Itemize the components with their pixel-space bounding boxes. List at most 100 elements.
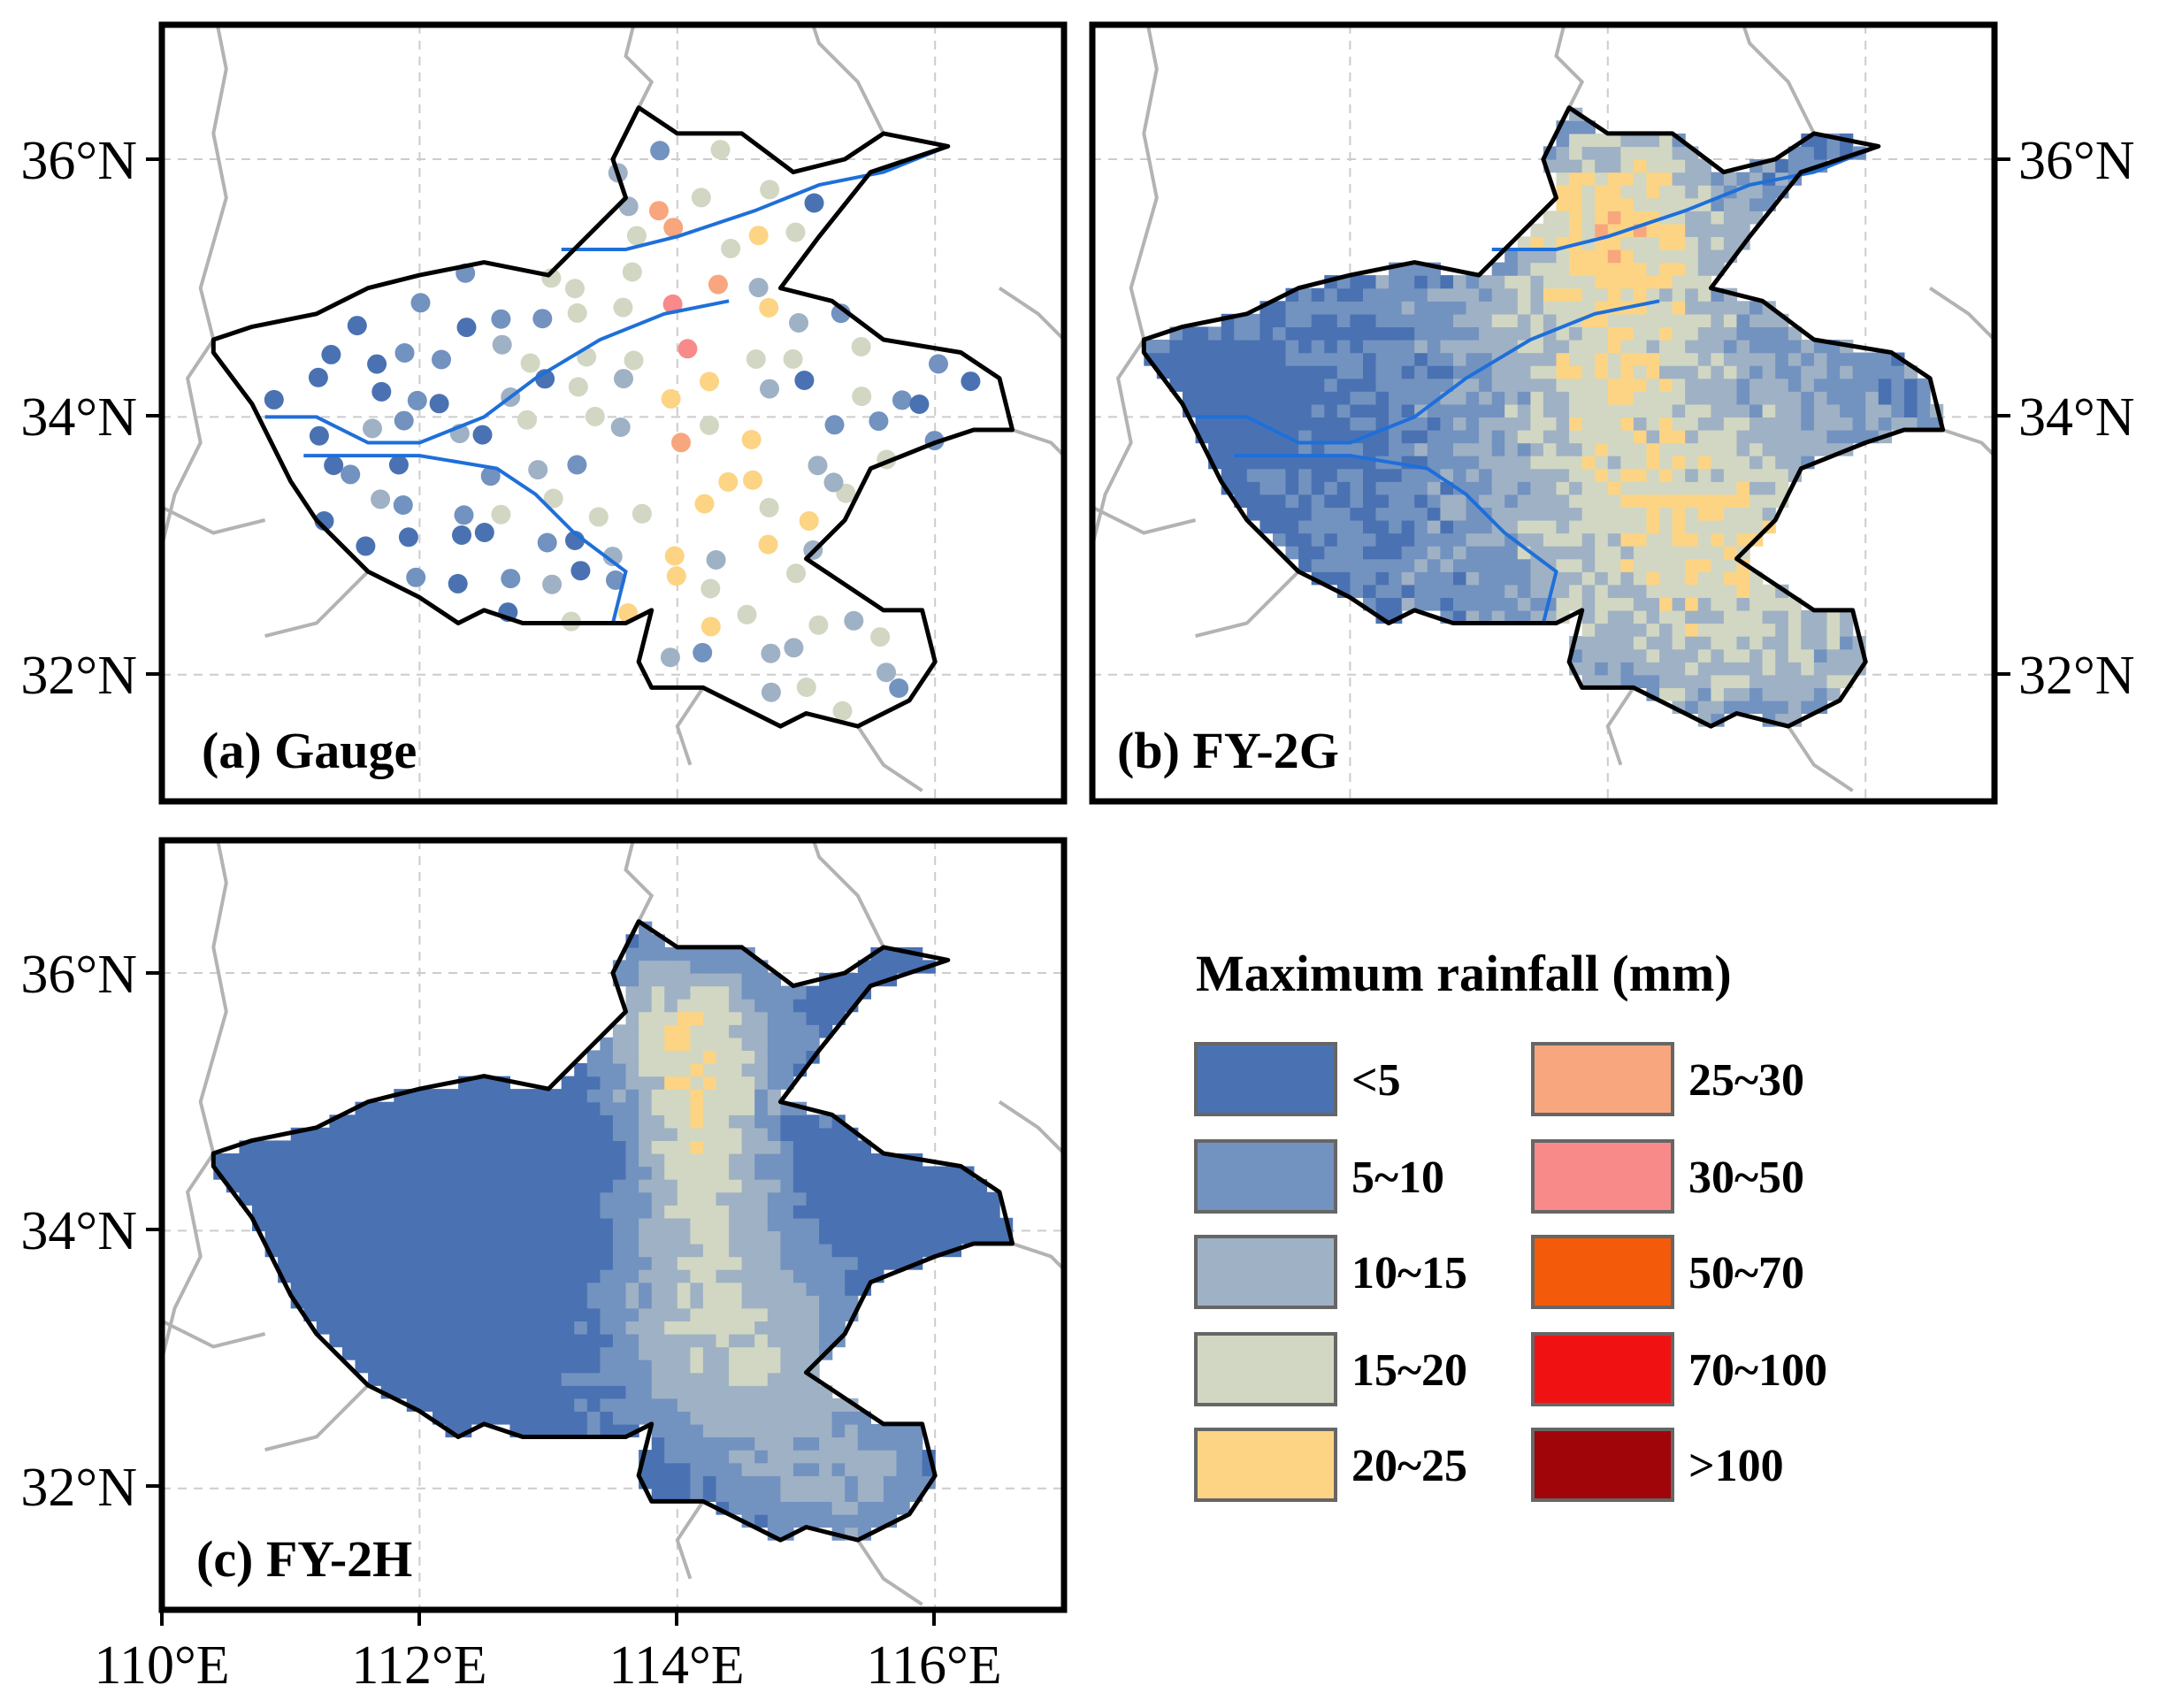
raster-cell bbox=[1504, 352, 1519, 366]
legend-swatch bbox=[1194, 1428, 1337, 1502]
raster-cell bbox=[1633, 262, 1648, 276]
raster-cell bbox=[1840, 648, 1854, 663]
raster-cell bbox=[639, 1217, 653, 1231]
raster-cell bbox=[1298, 352, 1313, 366]
raster-cell bbox=[1633, 532, 1648, 547]
raster-cell bbox=[1697, 211, 1711, 225]
raster-cell bbox=[600, 1179, 614, 1193]
raster-cell bbox=[819, 999, 833, 1013]
raster-cell bbox=[419, 1346, 433, 1360]
raster-cell bbox=[1711, 597, 1725, 611]
raster-cell bbox=[329, 1153, 343, 1168]
raster-cell bbox=[548, 1166, 563, 1180]
raster-cell bbox=[819, 1217, 833, 1231]
raster-cell bbox=[496, 1230, 510, 1245]
gauge-point bbox=[341, 464, 361, 485]
raster-cell bbox=[1530, 249, 1544, 264]
raster-cell bbox=[1826, 609, 1841, 624]
gauge-point bbox=[626, 226, 647, 246]
raster-cell bbox=[1659, 326, 1673, 341]
raster-cell bbox=[702, 1050, 717, 1064]
raster-cell bbox=[1311, 417, 1325, 431]
raster-cell bbox=[1736, 456, 1750, 470]
raster-cell bbox=[651, 1127, 665, 1141]
raster-cell bbox=[1903, 417, 1918, 431]
raster-cell bbox=[1530, 403, 1544, 417]
raster-cell bbox=[767, 1153, 781, 1168]
raster-cell bbox=[1414, 301, 1428, 315]
raster-cell bbox=[1273, 456, 1287, 470]
raster-cell bbox=[792, 1411, 808, 1425]
raster-cell bbox=[780, 1321, 794, 1335]
raster-cell bbox=[1389, 340, 1403, 354]
raster-cell bbox=[1466, 340, 1480, 354]
gauge-point bbox=[700, 415, 719, 435]
raster-cell bbox=[612, 1179, 627, 1193]
raster-cell bbox=[639, 960, 653, 974]
raster-cell bbox=[1208, 326, 1222, 341]
raster-cell bbox=[1427, 417, 1441, 431]
raster-cell bbox=[1466, 456, 1480, 470]
raster-cell bbox=[1221, 352, 1235, 366]
raster-cell bbox=[1723, 700, 1738, 715]
raster-cell bbox=[1788, 340, 1802, 354]
raster-cell bbox=[1414, 584, 1428, 598]
raster-cell bbox=[1401, 275, 1415, 289]
raster-cell bbox=[1363, 403, 1377, 417]
raster-cell bbox=[754, 1166, 769, 1180]
raster-cell bbox=[612, 1385, 627, 1399]
raster-cell bbox=[716, 1063, 730, 1077]
raster-cell bbox=[419, 1101, 433, 1115]
raster-cell bbox=[1697, 481, 1711, 495]
raster-cell bbox=[586, 1307, 601, 1321]
raster-cell bbox=[303, 1295, 318, 1309]
raster-cell bbox=[1659, 301, 1673, 315]
raster-cell bbox=[1311, 430, 1325, 444]
raster-cell bbox=[1840, 365, 1854, 379]
raster-cell bbox=[1363, 546, 1377, 560]
raster-cell bbox=[1285, 481, 1299, 495]
raster-cell bbox=[729, 1385, 743, 1399]
raster-cell bbox=[1723, 430, 1738, 444]
raster-cell bbox=[1672, 185, 1686, 199]
raster-cell bbox=[1595, 481, 1609, 495]
raster-cell bbox=[523, 1153, 537, 1168]
raster-cell bbox=[767, 1269, 781, 1283]
raster-cell bbox=[394, 1179, 408, 1193]
raster-cell bbox=[1697, 546, 1711, 560]
raster-cell bbox=[1195, 340, 1209, 354]
raster-cell bbox=[651, 1166, 665, 1180]
raster-cell bbox=[496, 1256, 510, 1270]
panel-label-gauge: (a) Gauge bbox=[202, 722, 417, 779]
raster-cell bbox=[1749, 481, 1764, 495]
raster-cell bbox=[845, 1450, 859, 1464]
raster-cell bbox=[1775, 340, 1789, 354]
raster-cell bbox=[1672, 442, 1686, 456]
raster-cell bbox=[1736, 223, 1750, 237]
raster-cell bbox=[561, 1295, 575, 1309]
raster-cell bbox=[625, 1256, 639, 1270]
legend-label: 50~70 bbox=[1688, 1248, 1804, 1298]
raster-cell bbox=[909, 1436, 923, 1451]
raster-cell bbox=[1620, 648, 1635, 663]
raster-cell bbox=[290, 1256, 304, 1270]
legend-swatch bbox=[1531, 1139, 1674, 1214]
raster-cell bbox=[690, 1089, 704, 1103]
raster-cell bbox=[1389, 352, 1403, 366]
raster-cell bbox=[741, 1153, 755, 1168]
raster-cell bbox=[1595, 507, 1609, 521]
raster-cell bbox=[896, 1501, 910, 1515]
raster-cell bbox=[1633, 365, 1648, 379]
raster-cell bbox=[1569, 223, 1583, 237]
raster-cell bbox=[716, 1269, 730, 1283]
raster-cell bbox=[1285, 468, 1299, 482]
gauge-point bbox=[650, 141, 670, 161]
raster-cell bbox=[535, 1385, 549, 1399]
raster-cell bbox=[1350, 326, 1364, 341]
raster-cell bbox=[1711, 700, 1725, 715]
raster-cell bbox=[651, 1423, 665, 1438]
raster-cell bbox=[1788, 378, 1802, 392]
raster-cell bbox=[1659, 313, 1673, 327]
raster-cell bbox=[1697, 442, 1711, 456]
raster-cell bbox=[1633, 648, 1648, 663]
